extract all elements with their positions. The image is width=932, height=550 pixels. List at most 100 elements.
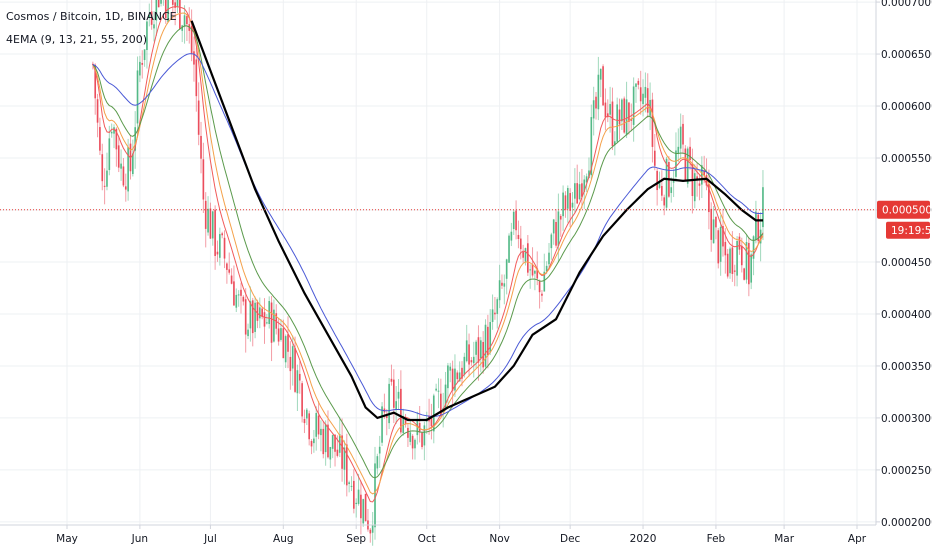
candle-body (303, 418, 306, 424)
indicator-legend[interactable]: 4EMA (9, 13, 21, 55, 200) (6, 33, 148, 46)
candle-body (197, 100, 200, 135)
candle-body (651, 99, 654, 147)
candle-body (639, 87, 642, 102)
candle-body (289, 356, 292, 372)
candle-body (400, 388, 402, 433)
candle-body (557, 211, 560, 246)
candle-body (96, 99, 99, 123)
candle-body (353, 480, 355, 509)
time-axis: May Jun Jul Aug Sep Oct Nov Dec 2020 Feb Mar Apr (0, 524, 876, 545)
candle-body (461, 367, 463, 379)
candle-body (141, 63, 144, 65)
candle-body (101, 154, 104, 182)
x-tick-label: Aug (273, 533, 294, 545)
candle-body (202, 159, 205, 200)
candle-body (658, 182, 661, 188)
candle-body (374, 463, 376, 528)
candle-body (355, 502, 358, 505)
x-tick-label: Jul (203, 533, 217, 545)
candle-body (209, 208, 212, 239)
candle-body (331, 435, 334, 449)
candle-body (190, 26, 193, 54)
candle-body (167, 0, 169, 23)
candle-body (524, 248, 527, 262)
candle-body (698, 183, 701, 186)
x-tick-label: May (56, 533, 78, 545)
candle-body (545, 265, 548, 272)
candle-body (501, 282, 503, 286)
candle-body (251, 300, 254, 334)
candle-body (508, 235, 510, 263)
candle-body (195, 59, 198, 97)
candle-body (242, 296, 245, 302)
candle-body (700, 165, 703, 185)
candle-body (350, 485, 353, 487)
candle-body (263, 312, 266, 327)
candle-body (430, 417, 433, 427)
candle-body (519, 238, 522, 250)
candle-body (588, 170, 590, 179)
candle-body (576, 183, 579, 204)
x-tick-label: Nov (489, 533, 510, 545)
candle-body (110, 131, 113, 134)
candle-body (99, 127, 101, 151)
candle-body (752, 236, 755, 259)
candle-body (538, 281, 541, 293)
candle-body (176, 0, 179, 7)
candle-body (404, 418, 407, 425)
candle-body (364, 493, 367, 522)
candle-body (385, 414, 388, 418)
candle-body (569, 193, 571, 211)
candle-body (103, 185, 106, 187)
candle-body (705, 175, 708, 186)
plot-area (0, 0, 876, 546)
x-tick-label: Mar (774, 533, 794, 545)
candle-body (599, 68, 602, 80)
candle-body (465, 340, 468, 362)
candle-body (249, 301, 252, 329)
candle-body (155, 0, 158, 21)
candle-body (682, 123, 684, 145)
candle-body (223, 237, 226, 259)
symbol-legend[interactable]: Cosmos / Bitcoin, 1D, BINANCE (6, 10, 177, 23)
candle-body (341, 435, 343, 469)
candle-body (630, 118, 633, 121)
candle-body (574, 183, 576, 199)
candle-body (550, 234, 553, 249)
candle-body (740, 245, 743, 266)
candle-body (143, 49, 146, 61)
candle-body (632, 86, 635, 125)
candle-body (564, 195, 567, 210)
candle-body (94, 64, 97, 99)
candle-body (729, 248, 731, 274)
candle-body (498, 280, 501, 301)
countdown-tag-text: 19:19:50 (891, 225, 932, 237)
candle-body (320, 428, 322, 436)
candle-body (432, 395, 435, 432)
candle-body (656, 170, 658, 191)
candle-body (310, 441, 313, 447)
candle-body (371, 525, 374, 533)
candle-body (113, 127, 115, 134)
candle-body (677, 146, 680, 154)
candle-body (541, 293, 543, 296)
countdown-tag (886, 221, 930, 239)
candle-body (609, 104, 611, 115)
candle-body (590, 117, 593, 176)
candle-body (336, 449, 339, 456)
candle-body (409, 432, 412, 442)
candle-body (106, 170, 108, 187)
candle-body (606, 113, 609, 118)
candle-body (287, 334, 289, 352)
candle-body (454, 368, 456, 391)
x-tick-label: 2020 (630, 533, 657, 545)
candle-body (174, 2, 176, 8)
candle-body (444, 384, 447, 408)
candle-body (127, 147, 129, 192)
candle-body (475, 341, 477, 355)
candle-body (738, 236, 741, 250)
